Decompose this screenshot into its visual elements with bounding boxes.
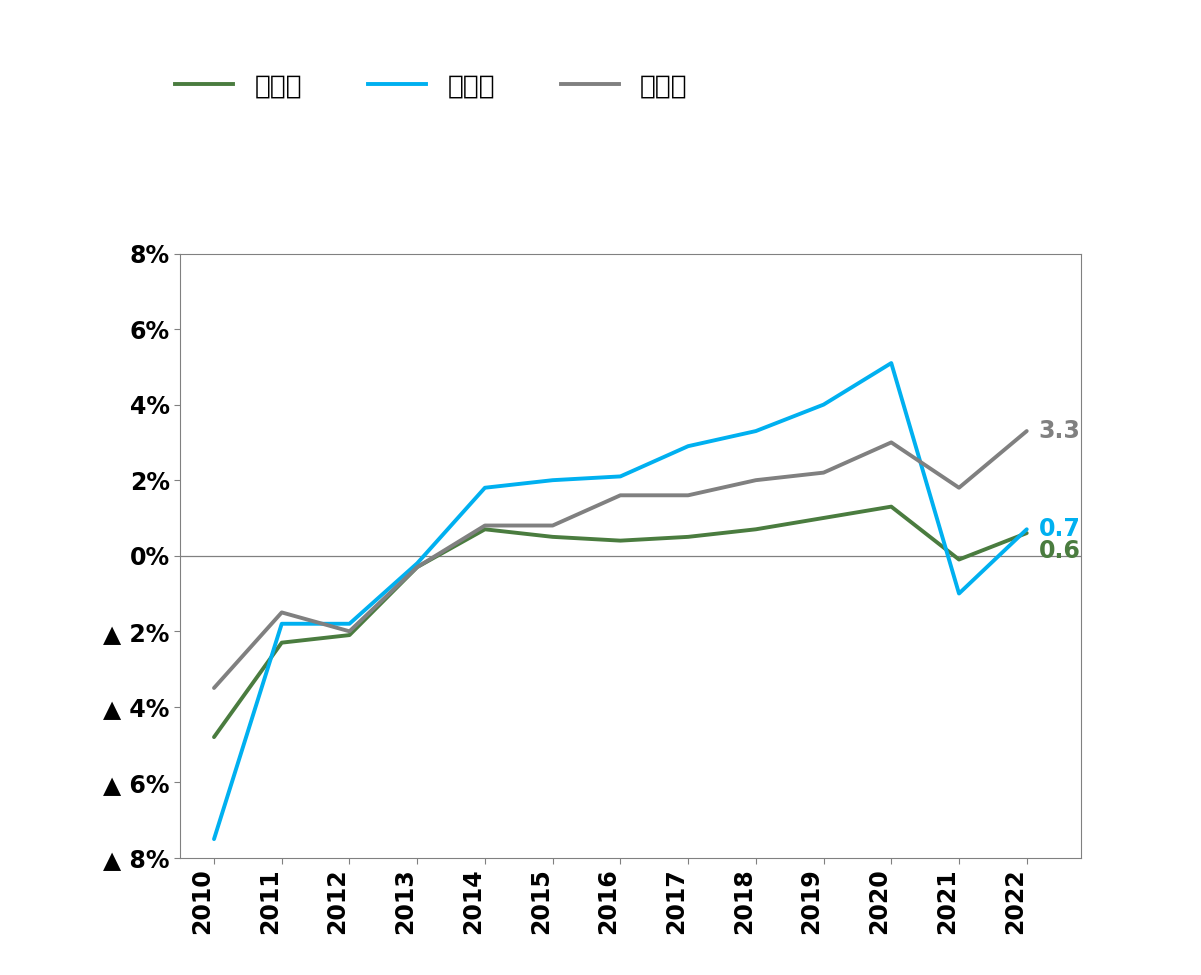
Text: 3.3: 3.3 (1039, 419, 1081, 443)
Legend: 住宅地, 商業地, 工業地: 住宅地, 商業地, 工業地 (175, 73, 688, 99)
Text: 0.6: 0.6 (1039, 538, 1081, 563)
Text: 0.7: 0.7 (1039, 518, 1081, 541)
